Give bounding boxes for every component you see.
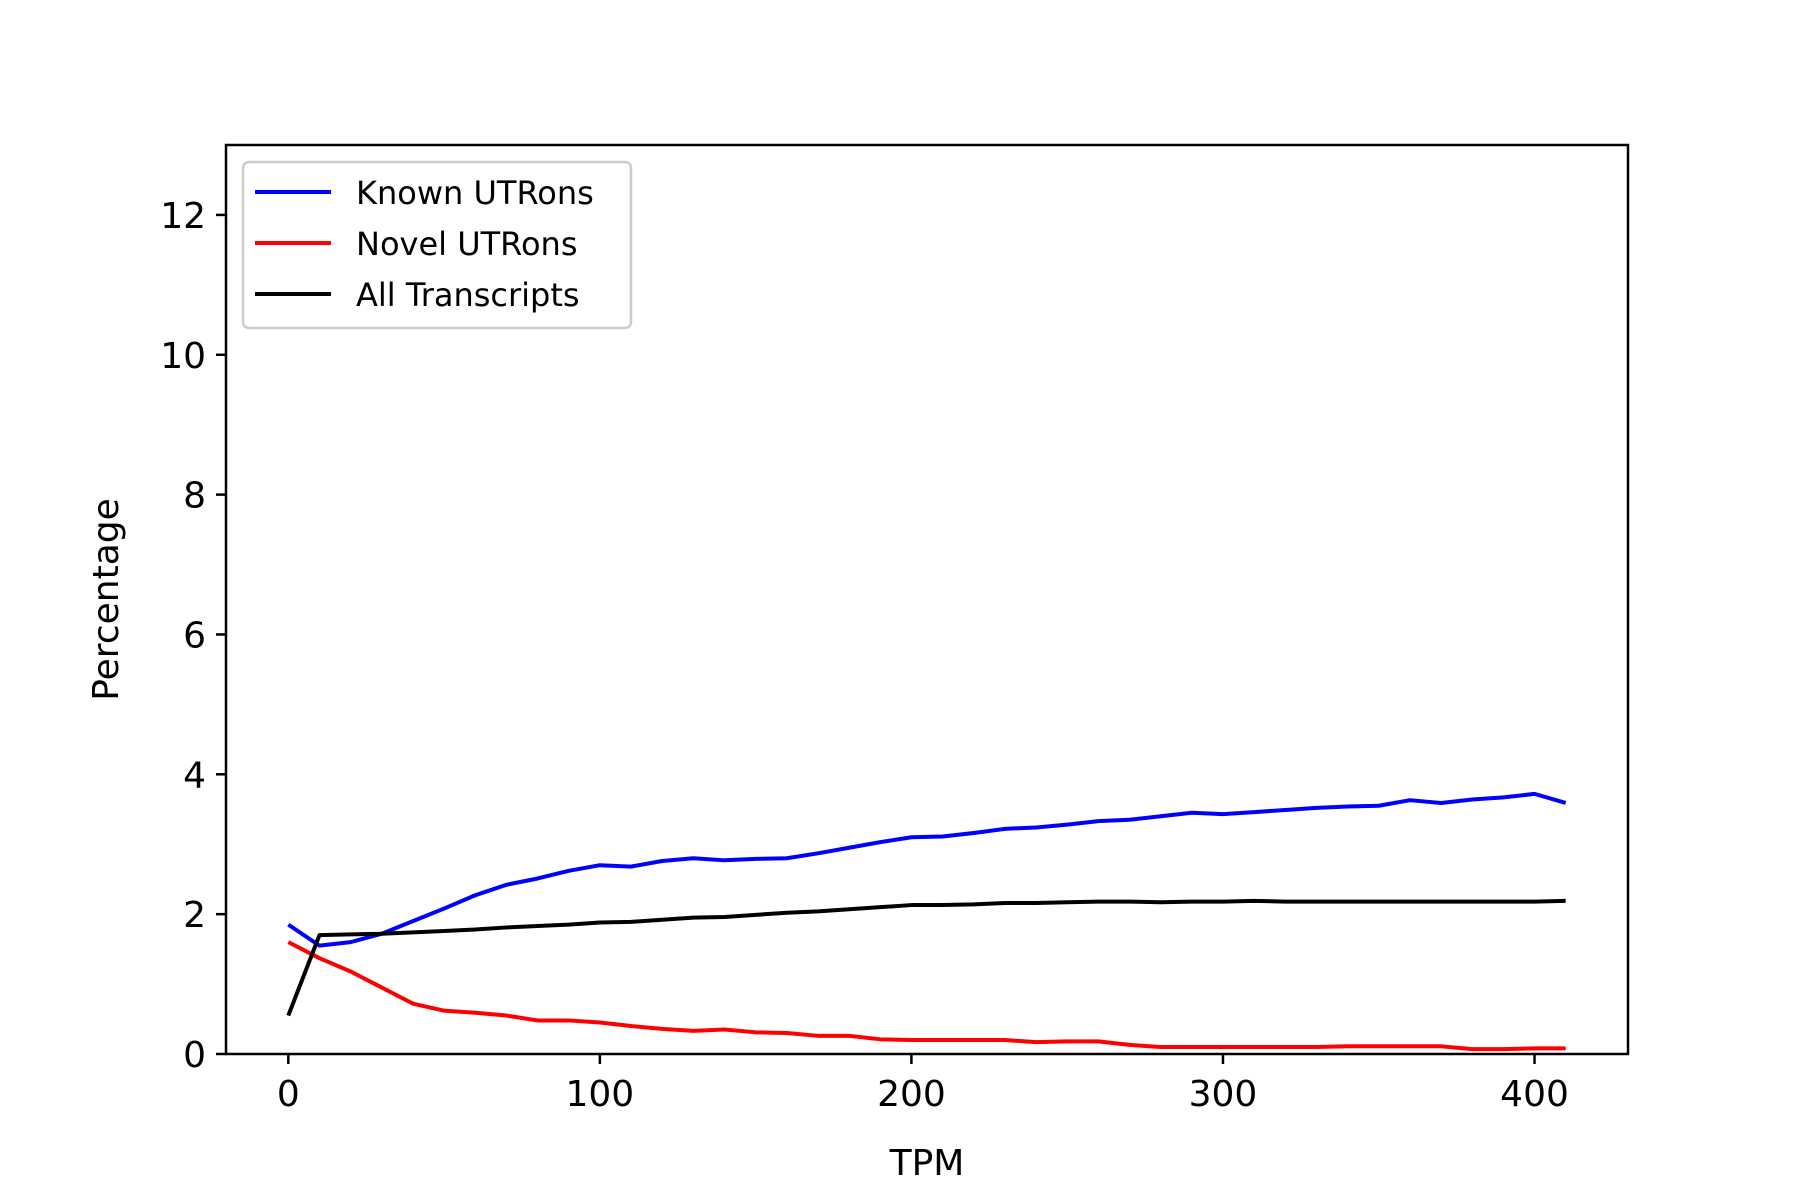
y-tick-label: 2 [183, 895, 206, 936]
series-line-known-utrons [287, 791, 1567, 948]
y-axis-label: Percentage [86, 498, 127, 701]
series-line-novel-utrons [287, 940, 1566, 1052]
plot-frame [224, 143, 1630, 1056]
y-tick-label: 6 [183, 615, 206, 656]
series-layer [286, 791, 1567, 1052]
legend-label-known-utrons: Known UTRons [356, 174, 594, 212]
x-tick-label: 400 [1500, 1074, 1569, 1115]
y-tick-label: 10 [160, 336, 206, 377]
x-tick-label: 100 [566, 1074, 635, 1115]
legend-label-all-transcripts: All Transcripts [356, 276, 580, 314]
x-axis-label: TPM [889, 1143, 965, 1184]
series-line-all-transcripts [286, 898, 1566, 1017]
x-tick-label: 0 [277, 1074, 300, 1115]
y-tick-label: 8 [183, 476, 206, 517]
legend-label-novel-utrons: Novel UTRons [356, 225, 578, 263]
y-axis-ticks: 0 2 4 6 8 10 12 [160, 196, 226, 1076]
y-tick-label: 0 [183, 1035, 206, 1076]
y-tick-label: 4 [183, 755, 206, 796]
legend-box [241, 160, 633, 330]
y-tick-label: 12 [160, 196, 206, 237]
legend: Known UTRons Novel UTRons All Transcripts [241, 160, 633, 330]
x-axis-ticks: 0 100 200 300 400 [277, 1054, 1569, 1115]
x-tick-label: 200 [877, 1074, 946, 1115]
x-tick-label: 300 [1189, 1074, 1258, 1115]
